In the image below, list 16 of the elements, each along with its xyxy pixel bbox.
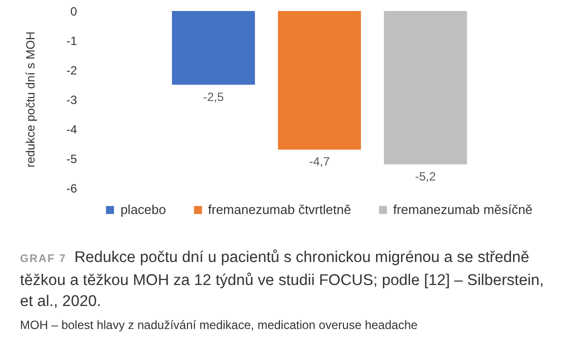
y-axis-title: redukce počtu dní s MOH [23,31,38,168]
y-tick-label: -2 [66,63,78,78]
data-label: -4,7 [309,154,330,169]
legend-label: fremanezumab čtvrtletně [207,202,352,217]
y-tick-label: -6 [66,181,78,196]
legend-label: placebo [119,202,166,217]
data-label: -2,5 [203,90,224,104]
y-tick-label: -3 [66,92,78,107]
legend-label: fremanezumab měsíčně [392,202,533,217]
y-tick-label: 0 [70,4,78,18]
text: MOH – bolest hlavy z nadužívání medikace, medication overuse headache [19,317,419,332]
y-tick-label: -1 [66,34,78,48]
data-label: -5,2 [415,169,436,184]
y-tick-label: -4 [66,122,78,136]
y-tick-label: -5 [66,152,78,166]
text: GRAF 7 [20,253,66,265]
